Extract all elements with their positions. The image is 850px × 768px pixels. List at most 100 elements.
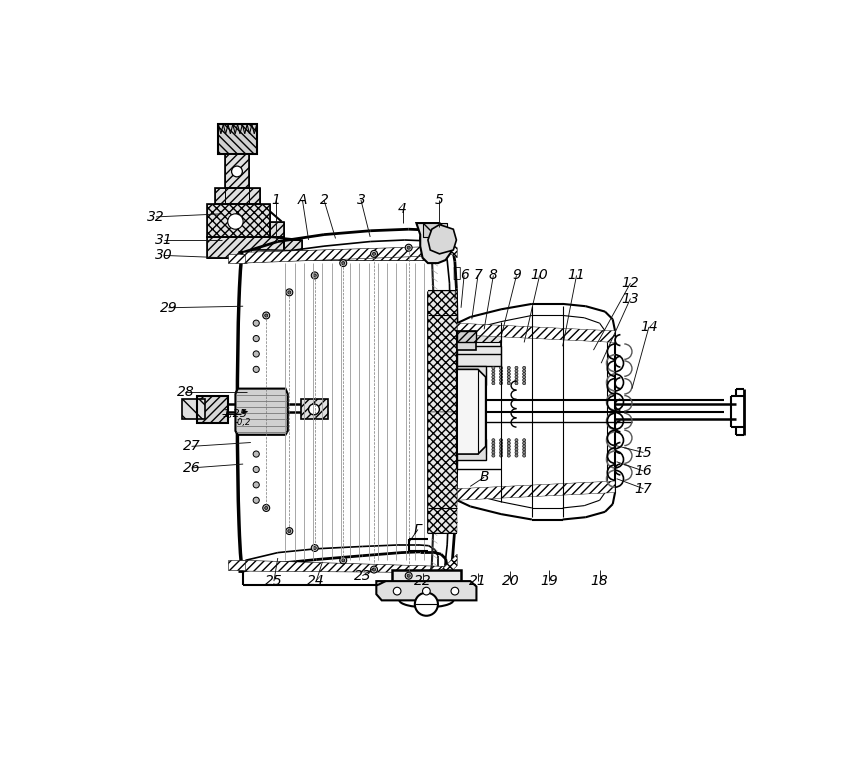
Circle shape	[500, 445, 502, 448]
Circle shape	[515, 442, 518, 445]
Polygon shape	[428, 412, 457, 532]
Text: 4: 4	[398, 202, 407, 217]
Text: 9: 9	[512, 269, 521, 283]
Polygon shape	[228, 254, 246, 263]
Polygon shape	[457, 331, 501, 343]
Polygon shape	[225, 154, 249, 188]
Text: 䄞: 䄞	[452, 266, 461, 280]
Text: 23: 23	[354, 569, 371, 583]
Text: 14: 14	[640, 320, 658, 334]
Polygon shape	[182, 399, 205, 419]
Circle shape	[507, 372, 510, 376]
Polygon shape	[243, 561, 447, 573]
Circle shape	[523, 448, 525, 451]
Polygon shape	[416, 223, 451, 263]
Circle shape	[492, 451, 495, 454]
Text: 25: 25	[265, 574, 283, 588]
Circle shape	[515, 379, 518, 382]
Polygon shape	[457, 331, 501, 354]
Circle shape	[523, 372, 525, 376]
Circle shape	[451, 588, 459, 595]
Text: -0,2: -0,2	[235, 418, 251, 427]
Circle shape	[492, 445, 495, 448]
Text: 12: 12	[621, 276, 639, 290]
Circle shape	[371, 250, 377, 257]
Circle shape	[523, 451, 525, 454]
Circle shape	[492, 366, 495, 369]
Polygon shape	[428, 554, 457, 594]
Circle shape	[288, 291, 291, 294]
Circle shape	[507, 376, 510, 379]
Circle shape	[507, 445, 510, 448]
Circle shape	[253, 351, 259, 357]
Circle shape	[264, 314, 268, 317]
Circle shape	[507, 451, 510, 454]
Circle shape	[394, 588, 401, 595]
Circle shape	[515, 366, 518, 369]
Polygon shape	[377, 581, 477, 601]
Circle shape	[523, 454, 525, 457]
Text: 8: 8	[489, 269, 498, 283]
Text: 20: 20	[502, 574, 519, 588]
Circle shape	[340, 557, 347, 564]
Circle shape	[500, 382, 502, 385]
Circle shape	[286, 289, 292, 296]
Circle shape	[523, 369, 525, 372]
Polygon shape	[264, 391, 272, 431]
Text: 27: 27	[183, 439, 201, 453]
Polygon shape	[428, 224, 456, 254]
Circle shape	[500, 442, 502, 445]
Circle shape	[372, 253, 376, 256]
Circle shape	[523, 382, 525, 385]
Circle shape	[507, 366, 510, 369]
Circle shape	[253, 366, 259, 372]
Polygon shape	[457, 346, 501, 366]
Text: 10: 10	[530, 269, 548, 283]
Circle shape	[500, 451, 502, 454]
Polygon shape	[197, 396, 228, 423]
Circle shape	[415, 593, 438, 616]
Circle shape	[507, 382, 510, 385]
Text: 7: 7	[473, 269, 483, 283]
Circle shape	[372, 568, 376, 571]
Polygon shape	[254, 391, 264, 431]
Circle shape	[523, 379, 525, 382]
Text: 19: 19	[540, 574, 558, 588]
Circle shape	[407, 247, 411, 250]
Text: В: В	[479, 470, 489, 484]
Circle shape	[492, 382, 495, 385]
Circle shape	[492, 379, 495, 382]
Circle shape	[492, 439, 495, 442]
Text: 32: 32	[147, 210, 165, 224]
Circle shape	[507, 379, 510, 382]
Circle shape	[492, 448, 495, 451]
Polygon shape	[207, 237, 284, 258]
Polygon shape	[270, 221, 284, 237]
Polygon shape	[428, 291, 457, 412]
Circle shape	[515, 376, 518, 379]
Text: 5: 5	[435, 193, 444, 207]
Polygon shape	[301, 399, 328, 419]
Circle shape	[500, 439, 502, 442]
Circle shape	[264, 506, 268, 509]
Text: 15: 15	[635, 445, 653, 459]
Circle shape	[492, 369, 495, 372]
Circle shape	[253, 336, 259, 342]
Text: 22: 22	[414, 574, 432, 588]
Polygon shape	[422, 223, 447, 237]
Circle shape	[523, 376, 525, 379]
Polygon shape	[215, 188, 260, 204]
Circle shape	[523, 442, 525, 445]
Circle shape	[515, 454, 518, 457]
Text: 16: 16	[635, 464, 653, 478]
Text: 17: 17	[635, 482, 653, 495]
Text: 24: 24	[308, 574, 326, 588]
Circle shape	[500, 372, 502, 376]
Circle shape	[263, 505, 269, 511]
Circle shape	[253, 482, 259, 488]
Polygon shape	[207, 204, 270, 237]
Circle shape	[515, 448, 518, 451]
Polygon shape	[284, 240, 303, 260]
Text: 6: 6	[460, 269, 468, 283]
Circle shape	[507, 369, 510, 372]
